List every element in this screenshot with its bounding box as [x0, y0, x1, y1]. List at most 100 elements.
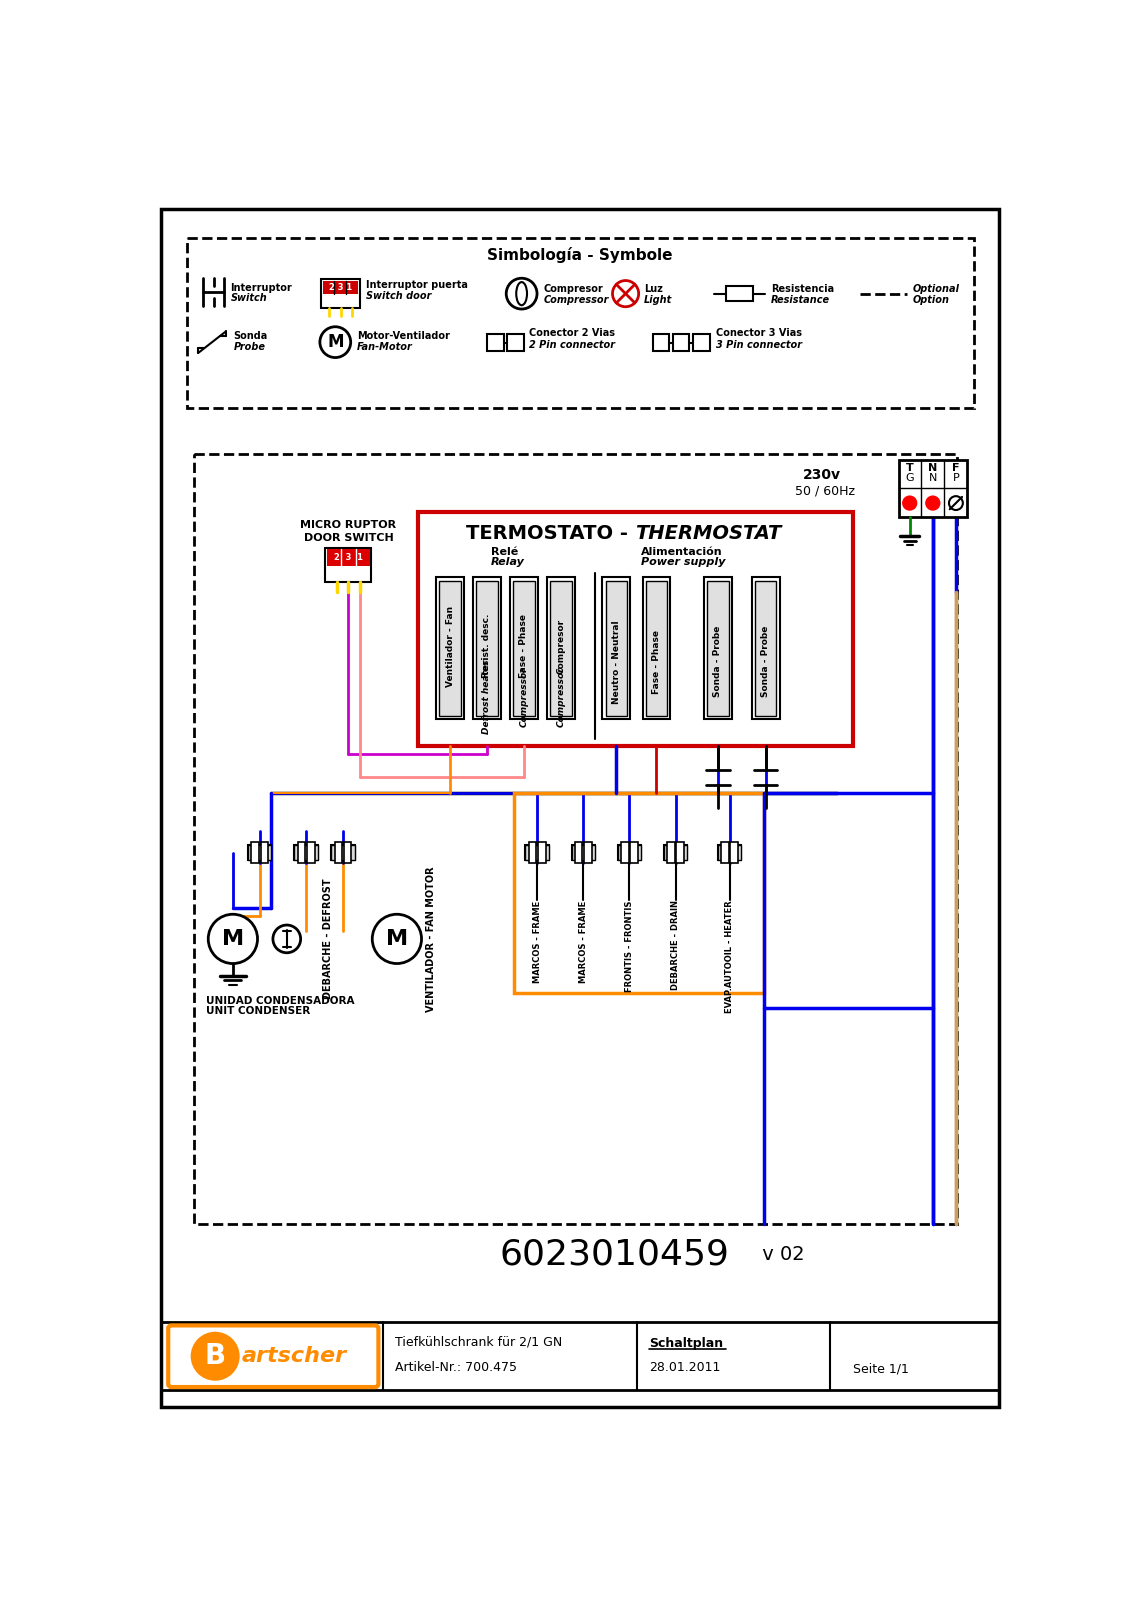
Text: Conector 2 Vias: Conector 2 Vias [530, 328, 616, 338]
Text: 3 Pin connector: 3 Pin connector [715, 341, 801, 350]
Bar [664, 845, 687, 861]
Text: Sonda - Probe: Sonda - Probe [761, 626, 770, 698]
Bar [672, 334, 689, 352]
Text: 6023010459: 6023010459 [499, 1238, 729, 1272]
FancyBboxPatch shape [169, 1325, 378, 1387]
Text: Sonda: Sonda [233, 331, 268, 341]
Text: G: G [906, 474, 914, 483]
Text: N: N [928, 474, 937, 483]
Bar [730, 842, 738, 864]
Bar [643, 578, 670, 720]
Text: DOOR SWITCH: DOOR SWITCH [303, 533, 393, 542]
Text: Resistencia: Resistencia [771, 285, 834, 294]
Bar [572, 845, 594, 861]
Text: TERMOSTATO -: TERMOSTATO - [466, 523, 635, 542]
Bar [708, 581, 729, 715]
Bar [752, 578, 780, 720]
Text: MARCOS - FRAME: MARCOS - FRAME [578, 901, 588, 982]
Text: DEBARCHE - DRAIN: DEBARCHE - DRAIN [671, 901, 680, 990]
Bar [572, 845, 594, 861]
Bar [547, 578, 575, 720]
Bar [718, 845, 741, 861]
Text: N: N [928, 462, 937, 472]
Bar [525, 845, 549, 861]
Text: 230v: 230v [803, 469, 841, 482]
Bar [344, 842, 351, 864]
Circle shape [208, 914, 257, 963]
Bar [294, 845, 318, 861]
Text: F: F [952, 462, 960, 472]
Bar [251, 842, 259, 864]
Bar [260, 842, 268, 864]
Bar [538, 842, 546, 864]
Text: EVAP.AUTOOIL - HEATER: EVAP.AUTOOIL - HEATER [724, 901, 734, 1013]
Text: Resistance: Resistance [771, 294, 830, 304]
Bar [321, 278, 360, 309]
Text: Compressor: Compressor [543, 294, 609, 304]
Text: Fase - Phase: Fase - Phase [652, 630, 661, 694]
Bar [325, 547, 371, 582]
Text: Neutro - Neutral: Neutro - Neutral [611, 619, 620, 704]
Text: 2 Pin connector: 2 Pin connector [530, 341, 616, 350]
Bar [248, 845, 272, 861]
Text: Fase - Phase: Fase - Phase [520, 614, 529, 678]
Text: Tiefkühlschrank für 2/1 GN: Tiefkühlschrank für 2/1 GN [395, 1336, 561, 1349]
Bar [473, 578, 500, 720]
Text: UNIT CONDENSER: UNIT CONDENSER [206, 1006, 310, 1016]
Text: VENTILADOR - FAN MOTOR: VENTILADOR - FAN MOTOR [426, 866, 436, 1011]
Text: Conector 3 Vias: Conector 3 Vias [715, 328, 801, 338]
Text: Resist. desc.: Resist. desc. [482, 614, 491, 678]
Text: DEBARCHE - DEFROST: DEBARCHE - DEFROST [323, 878, 333, 1000]
Bar [529, 842, 537, 864]
Text: v 02: v 02 [756, 1245, 805, 1264]
Text: MARCOS - FRAME: MARCOS - FRAME [532, 901, 541, 982]
Bar [584, 842, 592, 864]
Bar [332, 845, 354, 861]
Bar [575, 842, 583, 864]
Bar [606, 581, 627, 715]
Text: Fan-Motor: Fan-Motor [357, 342, 412, 352]
Bar [514, 792, 764, 992]
Text: Probe: Probe [233, 342, 266, 352]
Text: THERMOSTAT: THERMOSTAT [635, 523, 781, 542]
Text: 2 3 1: 2 3 1 [329, 283, 352, 291]
Text: Compressor: Compressor [520, 666, 529, 726]
Bar [335, 842, 342, 864]
Text: Interruptor puerta: Interruptor puerta [366, 280, 468, 290]
Bar [704, 578, 732, 720]
Text: Luz: Luz [644, 285, 663, 294]
Bar [187, 238, 974, 408]
Bar [664, 845, 687, 861]
Bar [477, 581, 498, 715]
Bar [721, 842, 729, 864]
Circle shape [926, 496, 940, 510]
Bar [667, 842, 675, 864]
Text: Defrost heater: Defrost heater [482, 659, 491, 733]
Bar [332, 845, 354, 861]
Bar [602, 578, 631, 720]
Bar [248, 845, 272, 861]
Bar [718, 845, 741, 861]
Bar [307, 842, 315, 864]
Bar [618, 845, 641, 861]
Bar [513, 581, 534, 715]
Bar [755, 581, 777, 715]
Bar [507, 334, 524, 352]
Text: Option: Option [912, 294, 950, 304]
Bar [298, 842, 306, 864]
Text: artscher: artscher [241, 1346, 346, 1366]
Text: P: P [952, 474, 959, 483]
Text: Artikel-Nr.: 700.475: Artikel-Nr.: 700.475 [395, 1360, 516, 1373]
Bar [439, 581, 461, 715]
Bar [525, 845, 549, 861]
Text: Seite 1/1: Seite 1/1 [852, 1362, 909, 1374]
Bar [511, 578, 538, 720]
Text: Optional: Optional [912, 285, 960, 294]
Text: Relé: Relé [491, 547, 518, 557]
Bar [294, 845, 318, 861]
Text: M: M [222, 930, 243, 949]
Bar [550, 581, 572, 715]
Bar [327, 549, 370, 566]
Text: Compressor: Compressor [557, 666, 565, 726]
Text: Simbología - Symbole: Simbología - Symbole [488, 246, 672, 262]
